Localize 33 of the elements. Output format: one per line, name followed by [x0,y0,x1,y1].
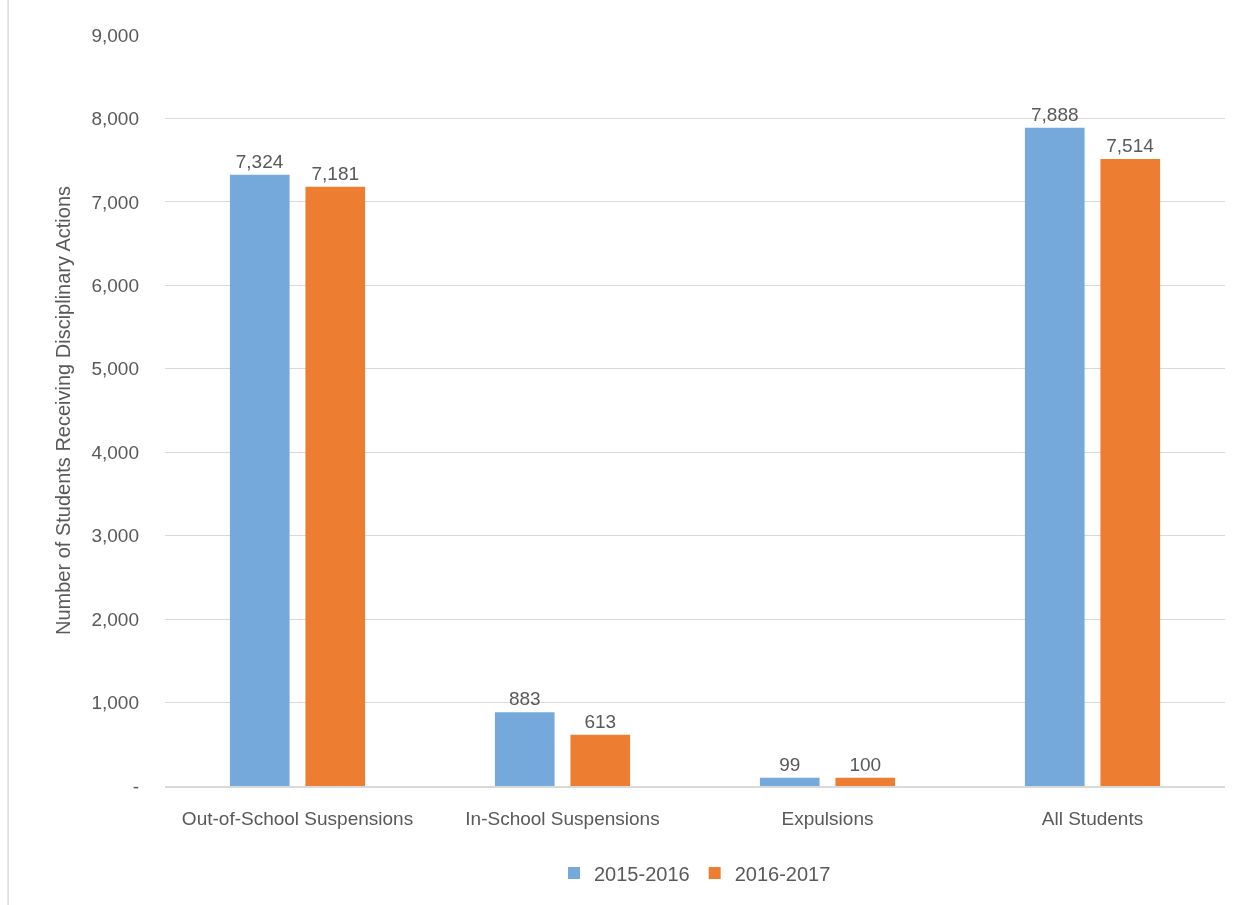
x-tick-label: Expulsions [781,807,874,829]
y-tick-label: 6,000 [91,274,139,296]
y-tick-label: 9,000 [91,24,139,46]
data-label: 100 [849,753,882,775]
bar [835,777,896,786]
y-tick-label: 2,000 [91,608,139,630]
data-label: 99 [779,753,801,775]
data-label: 7,888 [1030,103,1079,125]
data-label: 613 [584,710,617,732]
bar [1024,127,1085,786]
data-label: 883 [508,688,541,710]
y-tick-label: 1,000 [91,692,139,714]
data-label: 7,514 [1106,135,1155,156]
bar [494,712,555,786]
bar [759,777,820,786]
bar [1100,159,1161,786]
y-axis-title: Number of Students Receiving Disciplinary Actions [51,185,74,636]
bar [305,186,366,786]
y-tick-label: 5,000 [91,358,139,380]
legend-label: 2015-2016 [594,862,690,885]
data-label: 7,181 [311,162,360,184]
bar [570,734,631,786]
y-tick-label: 7,000 [91,191,139,213]
bar [229,174,290,786]
y-tick-label: 3,000 [91,525,139,547]
data-label: 7,324 [235,150,284,172]
legend-label: 2016-2017 [734,862,831,885]
y-tick-label: - [132,775,139,797]
y-tick-label: 4,000 [91,441,139,463]
x-tick-label: Out-of-School Suspensions [181,807,414,829]
x-tick-label: All Students [1041,807,1144,829]
y-tick-label: 8,000 [91,108,139,130]
x-tick-label: In-School Suspensions [465,807,660,829]
